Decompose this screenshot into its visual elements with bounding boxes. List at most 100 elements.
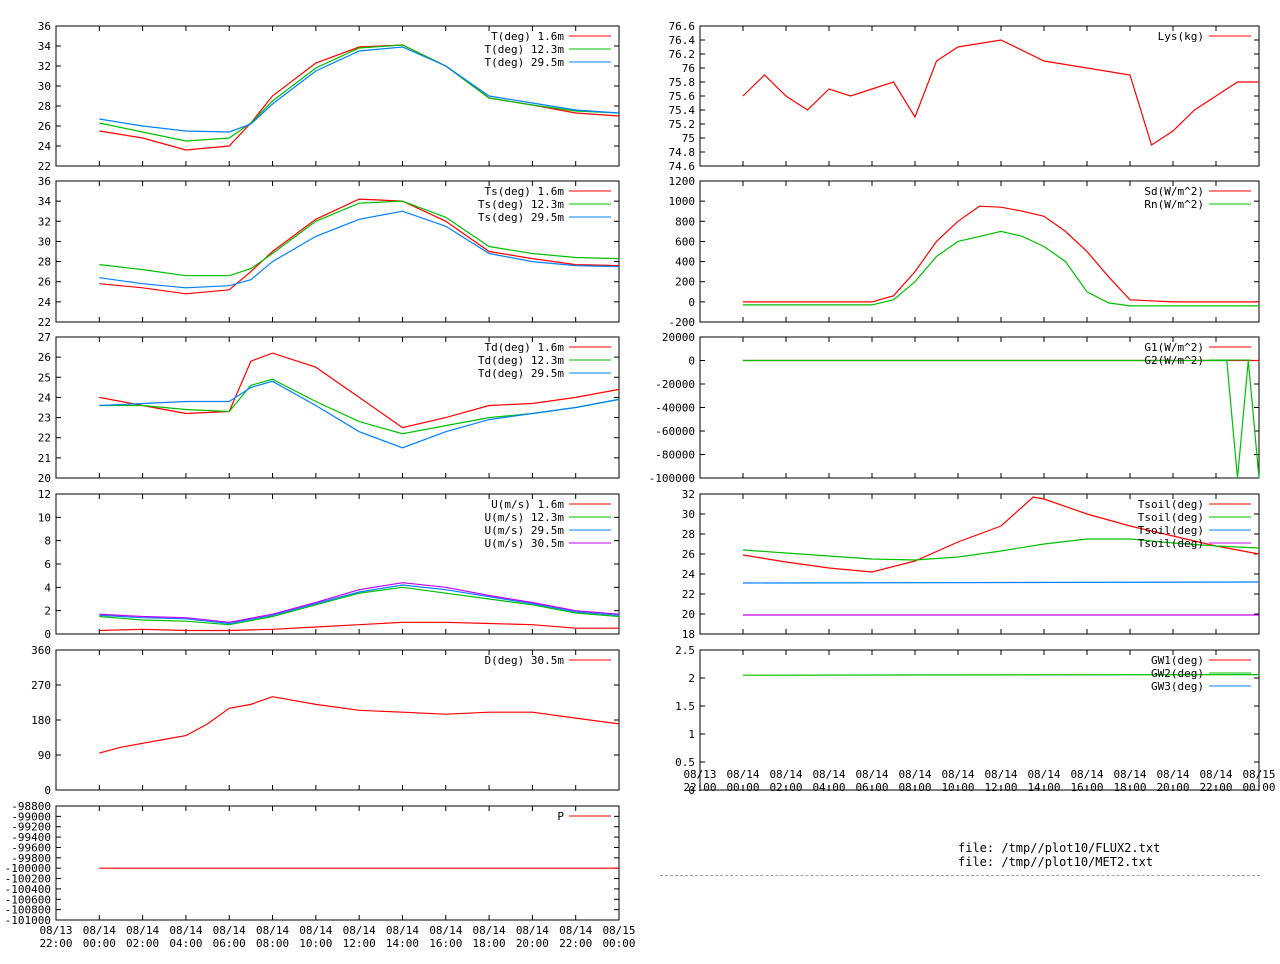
legend-label: T(deg) 1.6m bbox=[491, 30, 564, 43]
series-line bbox=[743, 359, 1260, 479]
y-tick-label: 0 bbox=[44, 784, 51, 797]
left-x-tick-label: 08/14 bbox=[473, 924, 506, 937]
right-x-tick-label: 12:00 bbox=[984, 781, 1017, 794]
left-x-tick-label: 00:00 bbox=[602, 937, 635, 950]
y-tick-label: -100800 bbox=[5, 904, 51, 917]
y-tick-label: -99800 bbox=[11, 852, 51, 865]
left-x-tick-label: 08/15 bbox=[602, 924, 635, 937]
y-tick-label: 34 bbox=[38, 195, 52, 208]
left-x-tick-label: 08/14 bbox=[386, 924, 419, 937]
y-tick-label: 28 bbox=[38, 100, 51, 113]
y-tick-label: -100000 bbox=[5, 862, 51, 875]
panel-pressure: -101000-100800-100600-100400-100200-1000… bbox=[5, 800, 620, 927]
left-x-tick-label: 12:00 bbox=[343, 937, 376, 950]
y-tick-label: 1.5 bbox=[675, 700, 695, 713]
y-tick-label: 75.2 bbox=[669, 118, 696, 131]
y-tick-label: 75.8 bbox=[669, 76, 696, 89]
right-x-tick-label: 14:00 bbox=[1027, 781, 1060, 794]
legend-label: Ts(deg) 1.6m bbox=[485, 185, 565, 198]
legend-label: Td(deg) 29.5m bbox=[478, 367, 564, 380]
y-tick-label: 32 bbox=[38, 215, 51, 228]
panel-radiation: -200 0 200 400 600 800 1000 1200 Sd(W/m^2)Rn(W/m… bbox=[669, 175, 1260, 329]
series-line bbox=[99, 210, 620, 289]
y-tick-label: -100600 bbox=[5, 893, 51, 906]
y-tick-label: 26 bbox=[682, 548, 695, 561]
plot-frame bbox=[699, 180, 1260, 323]
y-tick-label: 24 bbox=[38, 391, 52, 404]
series-line bbox=[99, 46, 620, 133]
legend-label: Td(deg) 1.6m bbox=[485, 341, 565, 354]
y-tick-label: 600 bbox=[675, 235, 695, 248]
y-tick-label: 0 bbox=[44, 628, 51, 641]
y-tick-label: 0 bbox=[688, 355, 695, 368]
left-x-tick-label: 08/14 bbox=[83, 924, 116, 937]
y-tick-label: 74.8 bbox=[669, 146, 696, 159]
left-x-tick-label: 14:00 bbox=[386, 937, 419, 950]
y-tick-label: 24 bbox=[38, 140, 52, 153]
legend-label: Tsoil(deg) bbox=[1138, 524, 1204, 537]
plot-frame bbox=[699, 25, 1260, 167]
right-x-tick-label: 22:00 bbox=[683, 781, 716, 794]
left-x-tick-label: 08/14 bbox=[299, 924, 332, 937]
y-tick-label: 24 bbox=[682, 568, 696, 581]
y-tick-label: 20000 bbox=[662, 331, 695, 344]
series-line bbox=[99, 378, 620, 435]
legend-label: GW1(deg) bbox=[1151, 654, 1204, 667]
y-tick-label: 2 bbox=[44, 605, 51, 618]
left-x-tick-label: 08:00 bbox=[256, 937, 289, 950]
y-tick-label: 22 bbox=[38, 316, 51, 329]
y-tick-label: 30 bbox=[38, 235, 51, 248]
right-x-tick-label: 20:00 bbox=[1156, 781, 1189, 794]
legend-label: G2(W/m^2) bbox=[1144, 354, 1204, 367]
plot-frame bbox=[55, 25, 620, 167]
right-x-tick-label: 08/14 bbox=[1113, 768, 1146, 781]
y-tick-label: -99000 bbox=[11, 810, 51, 823]
left-x-tick-label: 04:00 bbox=[169, 937, 202, 950]
series-line bbox=[99, 582, 620, 623]
legend-label: GW3(deg) bbox=[1151, 680, 1204, 693]
y-tick-label: 30 bbox=[682, 508, 695, 521]
y-tick-label: 1 bbox=[688, 728, 695, 741]
y-tick-label: 76.6 bbox=[669, 20, 696, 33]
left-x-tick-label: 18:00 bbox=[473, 937, 506, 950]
right-x-tick-label: 08/13 bbox=[683, 768, 716, 781]
y-tick-label: 36 bbox=[38, 20, 51, 33]
right-x-tick-label: 22:00 bbox=[1199, 781, 1232, 794]
y-tick-label: 180 bbox=[31, 714, 51, 727]
y-tick-label: 20 bbox=[682, 608, 695, 621]
y-tick-label: 0.5 bbox=[675, 756, 695, 769]
right-x-tick-label: 08/14 bbox=[769, 768, 802, 781]
y-tick-label: 360 bbox=[31, 644, 51, 657]
left-x-tick-label: 02:00 bbox=[126, 937, 159, 950]
y-tick-label: -100000 bbox=[649, 472, 695, 485]
y-tick-label: 12 bbox=[38, 488, 51, 501]
legend-label: Ts(deg) 29.5m bbox=[478, 211, 564, 224]
y-tick-label: -99600 bbox=[11, 841, 51, 854]
left-x-tick-label: 08/14 bbox=[343, 924, 376, 937]
separator-line bbox=[660, 875, 1260, 876]
y-tick-label: 18 bbox=[682, 628, 695, 641]
right-x-tick-label: 06:00 bbox=[855, 781, 888, 794]
y-tick-label: 270 bbox=[31, 679, 51, 692]
series-line bbox=[742, 673, 1260, 676]
legend-label: P bbox=[557, 810, 564, 823]
series-line bbox=[743, 205, 1259, 303]
right-x-tick-label: 08/15 bbox=[1242, 768, 1275, 781]
series-line bbox=[99, 44, 620, 142]
y-tick-label: 74.6 bbox=[669, 160, 696, 173]
panel-wind-speed: 0 2 4 6 8 10 12 U(m/s) 1.6mU(m/s) 12.3mU(m/s) 2… bbox=[38, 488, 620, 641]
series-line bbox=[99, 352, 620, 429]
y-tick-label: 10 bbox=[38, 511, 51, 524]
y-tick-label: 1200 bbox=[669, 175, 696, 188]
series-line bbox=[99, 198, 620, 295]
y-tick-label: 20 bbox=[38, 472, 51, 485]
y-tick-label: 28 bbox=[38, 256, 51, 269]
series-line bbox=[742, 496, 1260, 573]
y-tick-label: -100400 bbox=[5, 883, 51, 896]
y-tick-label: 25 bbox=[38, 371, 51, 384]
series-line bbox=[742, 538, 1260, 561]
y-tick-label: 0 bbox=[688, 784, 695, 797]
left-x-tick-label: 08/14 bbox=[559, 924, 592, 937]
plot-frame bbox=[699, 649, 1260, 791]
